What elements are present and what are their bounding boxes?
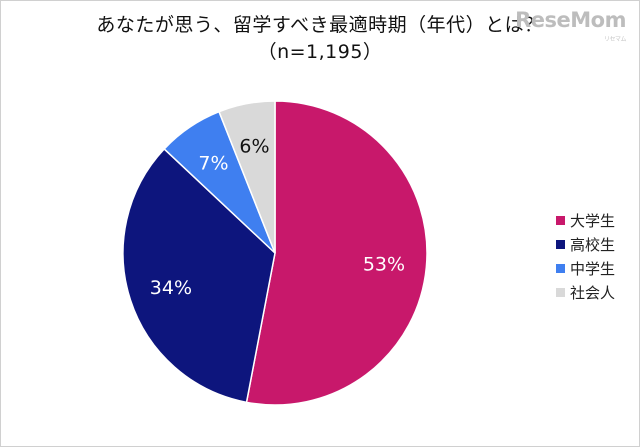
legend-item-3: 社会人 [556,280,615,304]
legend-swatch-0 [556,215,565,225]
data-label-2: 7% [198,152,228,174]
data-label-3: 6% [239,135,269,157]
legend-swatch-2 [556,263,565,273]
legend-swatch-3 [556,287,565,297]
legend-item-0: 大学生 [556,208,615,232]
pie-slice-3 [218,100,276,254]
legend-item-1: 高校生 [556,232,615,256]
resemom-logo: ReseMom リセマム [515,8,626,43]
legend-swatch-1 [556,239,565,249]
chart-title: あなたが思う、留学すべき最適時期（年代）とは？ [96,14,544,36]
chart-subtitle: （n=1,195） [257,41,383,63]
legend-label-3: 社会人 [570,283,616,302]
resemom-logo-subtext: リセマム [603,36,627,43]
pie-slice-0 [245,100,428,406]
legend-label-1: 高校生 [570,235,616,254]
pie-slice-1 [122,147,276,404]
legend-label-0: 大学生 [570,211,616,230]
legend-label-2: 中学生 [570,259,616,278]
legend-item-2: 中学生 [556,256,615,280]
data-label-1: 34% [150,277,192,299]
resemom-logo-text: ReseMom [515,8,626,32]
data-label-0: 53% [363,253,405,275]
chart-legend: 大学生高校生中学生社会人 [556,208,615,304]
